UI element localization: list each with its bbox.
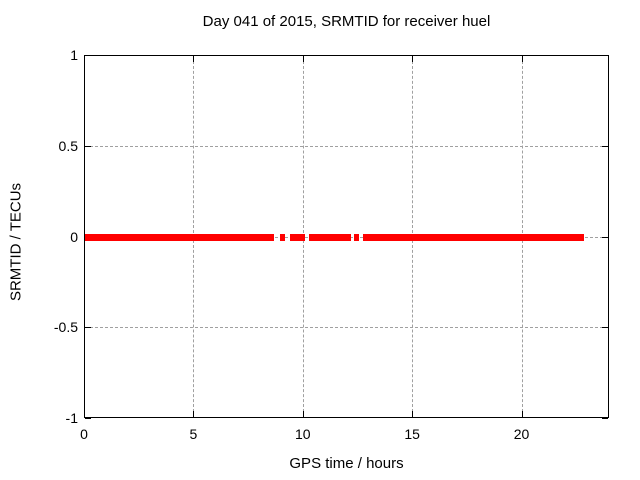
x-tick-bottom-15 <box>412 411 413 417</box>
y-tick-label-1: 1 <box>70 47 78 63</box>
x-tick-top-10 <box>303 56 304 62</box>
data-segment-3 <box>309 233 351 241</box>
data-segment-1 <box>279 233 285 241</box>
gridline-y--0.5 <box>85 327 608 329</box>
x-tick-top-20 <box>522 56 523 62</box>
y-tick-label--0.5: -0.5 <box>53 319 78 336</box>
data-segment-5 <box>363 233 584 241</box>
x-tick-top-0 <box>84 56 85 62</box>
x-tick-bottom-5 <box>193 411 194 417</box>
x-tick-label-0: 0 <box>80 426 88 442</box>
y-tick-label-0.5: 0.5 <box>58 137 78 154</box>
y-tick-right--0.5 <box>602 327 608 328</box>
y-tick-right-0.5 <box>602 146 608 147</box>
y-tick-right-1 <box>602 55 608 56</box>
y-tick-left-0.5 <box>85 146 91 147</box>
y-tick-right--1 <box>602 418 608 419</box>
y-tick-label--1: -1 <box>65 410 78 426</box>
y-tick-left--1 <box>85 418 91 419</box>
data-segment-0 <box>85 233 274 241</box>
gridline-y-0.5 <box>85 145 608 147</box>
x-tick-label-5: 5 <box>189 426 198 442</box>
x-tick-bottom-0 <box>84 411 85 417</box>
chart-title: Day 041 of 2015, SRMTID for receiver hue… <box>202 13 491 30</box>
y-tick-right-0 <box>602 237 608 238</box>
x-tick-label-10: 10 <box>294 426 311 442</box>
y-tick-label-0: 0 <box>70 228 78 245</box>
y-axis-label: SRMTID / TECUs <box>7 182 25 302</box>
x-tick-label-15: 15 <box>404 426 420 442</box>
x-tick-bottom-20 <box>522 411 523 417</box>
data-segment-2 <box>289 233 306 241</box>
data-segment-4 <box>354 233 360 241</box>
y-tick-left--0.5 <box>85 327 91 328</box>
y-tick-left-1 <box>85 55 91 56</box>
x-axis-label: GPS time / hours <box>289 455 404 472</box>
x-tick-bottom-10 <box>303 411 304 417</box>
x-tick-top-15 <box>412 56 413 62</box>
plot-area <box>84 55 609 419</box>
x-tick-label-20: 20 <box>513 426 530 442</box>
x-tick-top-5 <box>193 56 194 62</box>
